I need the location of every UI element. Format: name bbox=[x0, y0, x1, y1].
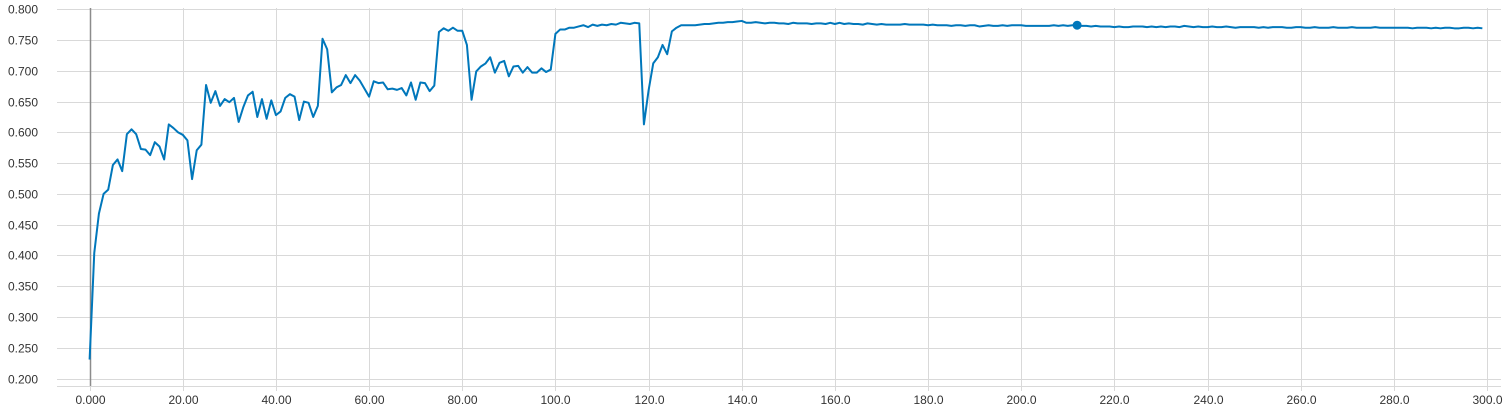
x-tick-label: 240.0 bbox=[1193, 393, 1223, 407]
x-tick-label: 260.0 bbox=[1286, 393, 1316, 407]
y-tick-label: 0.500 bbox=[8, 188, 38, 202]
y-tick-label: 0.300 bbox=[8, 311, 38, 325]
series-line bbox=[88, 19, 1483, 360]
x-tick-label: 60.00 bbox=[354, 393, 384, 407]
y-tick-label: 0.200 bbox=[8, 373, 38, 387]
y-tick-label: 0.250 bbox=[8, 342, 38, 356]
x-tick-label: 140.0 bbox=[727, 393, 757, 407]
x-tick-labels: 0.000 20.00 40.00 60.00 80.00 100.0 120.0 140.0… bbox=[75, 393, 1502, 407]
x-tick-label: 120.0 bbox=[634, 393, 664, 407]
x-tick-label: 180.0 bbox=[913, 393, 943, 407]
y-tick-label: 0.800 bbox=[8, 3, 38, 17]
y-tick-label: 0.400 bbox=[8, 249, 38, 263]
x-tick-label: 160.0 bbox=[820, 393, 850, 407]
y-tick-label: 0.650 bbox=[8, 96, 38, 110]
hover-point-marker[interactable] bbox=[1072, 20, 1082, 30]
series-layer bbox=[88, 19, 1483, 360]
y-tick-label: 0.600 bbox=[8, 126, 38, 140]
y-tick-labels: 0.200 0.250 0.300 0.350 0.400 0.450 0.500 0.550… bbox=[8, 3, 38, 387]
x-tick-label: 200.0 bbox=[1006, 393, 1036, 407]
y-tick-label: 0.550 bbox=[8, 157, 38, 171]
x-tick-label: 0.000 bbox=[75, 393, 105, 407]
x-tick-label: 80.00 bbox=[447, 393, 477, 407]
axis-layer bbox=[57, 8, 1501, 387]
y-tick-label: 0.750 bbox=[8, 34, 38, 48]
x-tick-label: 100.0 bbox=[540, 393, 570, 407]
x-tick-label: 40.00 bbox=[261, 393, 291, 407]
y-tick-label: 0.350 bbox=[8, 280, 38, 294]
x-tick-label: 280.0 bbox=[1379, 393, 1409, 407]
x-tick-label: 20.00 bbox=[168, 393, 198, 407]
x-tick-label: 300.0 bbox=[1472, 393, 1502, 407]
y-tick-label: 0.700 bbox=[8, 65, 38, 79]
grid-layer bbox=[57, 8, 1501, 391]
y-tick-label: 0.450 bbox=[8, 219, 38, 233]
x-tick-label: 220.0 bbox=[1099, 393, 1129, 407]
